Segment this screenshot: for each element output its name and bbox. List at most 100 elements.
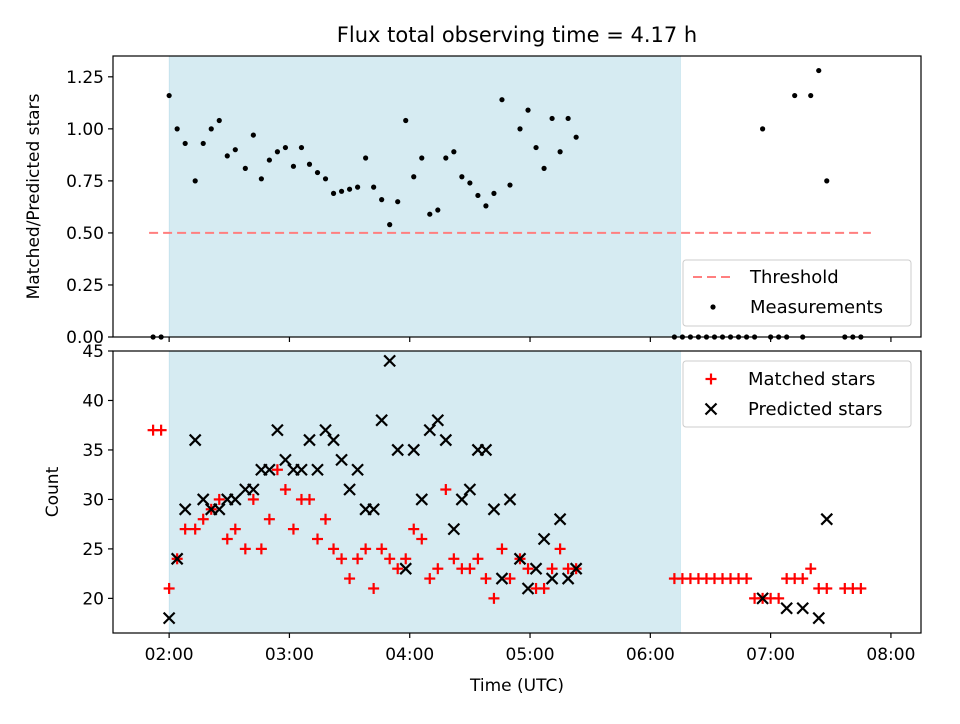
legend-measurement-swatch (710, 304, 716, 310)
matched-star-point (554, 543, 566, 555)
y-tick-label: 0.50 (66, 224, 104, 244)
legend-box (682, 259, 912, 327)
matched-stars-points (147, 424, 867, 604)
predicted-star-point (351, 463, 364, 477)
y-tick-label: 25 (82, 540, 104, 560)
measurement-point (483, 203, 489, 209)
matched-star-point (408, 523, 420, 535)
measurement-point (411, 174, 417, 180)
matched-star-point (360, 543, 372, 555)
matched-star-point (392, 563, 404, 575)
matched-star-point (480, 573, 492, 585)
measurement-point (346, 186, 353, 192)
matched-star-point (368, 582, 380, 594)
matched-star-point (741, 573, 753, 585)
predicted-star-point (212, 503, 226, 516)
measurement-point (549, 115, 555, 122)
measurement-point (379, 197, 385, 203)
measurement-point (314, 169, 321, 176)
measurement-points (150, 67, 864, 340)
legend-predicted-swatch (704, 402, 718, 416)
measurement-point (467, 180, 473, 186)
predicted-star-point (383, 354, 396, 368)
x-tick-label: 05:00 (506, 645, 555, 665)
measurement-point (816, 67, 822, 74)
matched-star-point (376, 543, 388, 555)
measurement-point (166, 92, 172, 99)
y-tick-label: 1.00 (66, 120, 104, 140)
x-tick-label: 07:00 (746, 645, 795, 665)
measurement-point (306, 161, 313, 167)
predicted-star-point (170, 552, 184, 566)
predicted-star-point (529, 562, 543, 575)
y-axis-label: Matched/Predicted stars (24, 93, 44, 299)
matched-star-point (255, 543, 267, 555)
matched-star-point (797, 573, 809, 585)
predicted-stars-points (162, 354, 834, 625)
predicted-star-point (367, 503, 380, 516)
measurement-point (573, 134, 579, 140)
matched-star-point (855, 582, 867, 594)
matched-star-point (344, 573, 356, 585)
matched-star-point (400, 553, 412, 565)
predicted-star-point (812, 611, 826, 625)
y-tick-label: 0.00 (66, 328, 104, 348)
predicted-star-point (820, 512, 834, 526)
predicted-star-point (423, 423, 437, 437)
y-axis-ticks: 0.00 0.25 0.50 0.75 1.00 1.25 (66, 68, 113, 348)
measurement-point (355, 184, 361, 190)
predicted-star-point (521, 582, 535, 595)
measurement-point (208, 126, 214, 132)
predicted-star-point (447, 522, 461, 536)
y-tick-label: 1.25 (66, 68, 104, 88)
predicted-star-point (178, 503, 192, 516)
x-tick-label: 04:00 (385, 645, 434, 665)
predicted-star-point (271, 423, 284, 437)
predicted-star-point (756, 592, 769, 605)
matched-star-point (155, 424, 167, 436)
measurement-point (224, 153, 230, 159)
predicted-star-point (295, 463, 308, 477)
predicted-star-point (343, 483, 356, 496)
predicted-star-point (780, 601, 793, 615)
matched-star-point (312, 533, 324, 545)
predicted-star-point (162, 611, 176, 625)
predicted-star-point (439, 433, 453, 447)
panel-frame (112, 350, 922, 634)
predicted-star-point (431, 413, 445, 427)
measurement-point (808, 92, 814, 99)
matched-star-point (773, 592, 785, 604)
matched-star-point (805, 563, 817, 575)
predicted-star-point (495, 572, 509, 585)
chart-title: Flux total observing time = 4.17 h (337, 23, 697, 47)
matched-star-point (328, 543, 340, 555)
matched-star-point (189, 523, 201, 535)
matched-star-point (440, 484, 452, 496)
measurement-point (435, 207, 441, 213)
predicted-star-point (569, 562, 583, 575)
measurement-point (459, 174, 465, 180)
matched-star-point (336, 553, 348, 565)
matched-star-point (821, 582, 833, 594)
legend-predicted-label: Predicted stars (748, 399, 882, 420)
y-tick-label: 0.25 (66, 276, 104, 296)
predicted-star-point (796, 601, 809, 615)
measurement-point (338, 188, 345, 194)
measurement-point (427, 211, 433, 217)
matched-star-point (488, 592, 500, 604)
matched-star-point (271, 464, 283, 476)
matched-star-point (247, 493, 259, 505)
measurement-point (200, 140, 206, 147)
matched-star-point (472, 553, 484, 565)
measurement-point (242, 165, 248, 171)
predicted-star-point (335, 453, 348, 467)
matched-star-point (432, 563, 444, 575)
matched-star-point (352, 553, 364, 565)
matched-star-point (522, 563, 534, 575)
predicted-star-point (319, 423, 332, 437)
predicted-star-point (247, 483, 260, 496)
matched-star-point (213, 493, 225, 505)
measurement-point (174, 126, 180, 132)
measurement-point (274, 149, 281, 155)
